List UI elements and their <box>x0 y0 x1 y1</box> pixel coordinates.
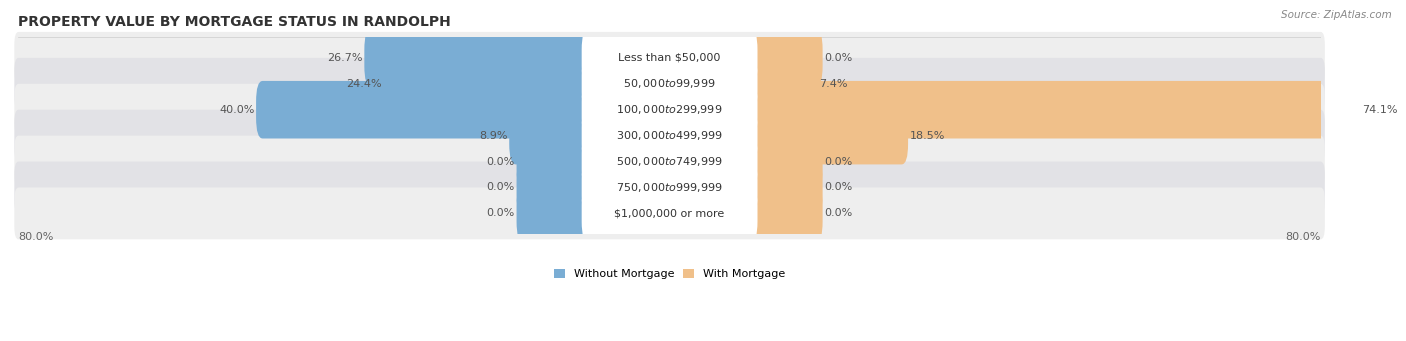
Text: 40.0%: 40.0% <box>219 105 254 115</box>
Text: 24.4%: 24.4% <box>346 79 381 89</box>
FancyBboxPatch shape <box>14 110 1324 162</box>
FancyBboxPatch shape <box>582 29 758 87</box>
Text: 0.0%: 0.0% <box>824 157 852 166</box>
FancyBboxPatch shape <box>364 29 595 87</box>
Text: $750,000 to $999,999: $750,000 to $999,999 <box>616 181 723 194</box>
FancyBboxPatch shape <box>516 133 595 190</box>
FancyBboxPatch shape <box>744 55 818 113</box>
FancyBboxPatch shape <box>14 136 1324 188</box>
Text: 18.5%: 18.5% <box>910 131 945 140</box>
Text: Source: ZipAtlas.com: Source: ZipAtlas.com <box>1281 10 1392 20</box>
Text: 80.0%: 80.0% <box>18 232 53 242</box>
FancyBboxPatch shape <box>582 159 758 216</box>
Text: PROPERTY VALUE BY MORTGAGE STATUS IN RANDOLPH: PROPERTY VALUE BY MORTGAGE STATUS IN RAN… <box>18 15 451 29</box>
FancyBboxPatch shape <box>256 81 595 138</box>
FancyBboxPatch shape <box>14 32 1324 84</box>
FancyBboxPatch shape <box>14 162 1324 213</box>
Text: 0.0%: 0.0% <box>824 208 852 219</box>
FancyBboxPatch shape <box>516 159 595 216</box>
Text: 0.0%: 0.0% <box>486 182 515 193</box>
Text: $50,000 to $99,999: $50,000 to $99,999 <box>623 77 716 90</box>
Text: $1,000,000 or more: $1,000,000 or more <box>614 208 724 219</box>
Text: $500,000 to $749,999: $500,000 to $749,999 <box>616 155 723 168</box>
FancyBboxPatch shape <box>744 81 1361 138</box>
FancyBboxPatch shape <box>744 29 823 87</box>
FancyBboxPatch shape <box>582 55 758 113</box>
FancyBboxPatch shape <box>744 133 823 190</box>
Text: 0.0%: 0.0% <box>824 53 852 63</box>
Text: 0.0%: 0.0% <box>824 182 852 193</box>
Text: 80.0%: 80.0% <box>1285 232 1320 242</box>
Text: 8.9%: 8.9% <box>479 131 508 140</box>
Text: 0.0%: 0.0% <box>486 157 515 166</box>
Legend: Without Mortgage, With Mortgage: Without Mortgage, With Mortgage <box>550 265 790 284</box>
Text: $300,000 to $499,999: $300,000 to $499,999 <box>616 129 723 142</box>
Text: 7.4%: 7.4% <box>820 79 848 89</box>
FancyBboxPatch shape <box>14 188 1324 239</box>
FancyBboxPatch shape <box>516 184 595 242</box>
FancyBboxPatch shape <box>582 81 758 138</box>
FancyBboxPatch shape <box>14 58 1324 110</box>
Text: Less than $50,000: Less than $50,000 <box>619 53 721 63</box>
Text: 26.7%: 26.7% <box>328 53 363 63</box>
FancyBboxPatch shape <box>744 184 823 242</box>
FancyBboxPatch shape <box>582 107 758 164</box>
FancyBboxPatch shape <box>582 184 758 242</box>
FancyBboxPatch shape <box>744 159 823 216</box>
FancyBboxPatch shape <box>382 55 595 113</box>
Text: $100,000 to $299,999: $100,000 to $299,999 <box>616 103 723 116</box>
FancyBboxPatch shape <box>14 84 1324 136</box>
FancyBboxPatch shape <box>582 133 758 190</box>
FancyBboxPatch shape <box>509 107 595 164</box>
Text: 0.0%: 0.0% <box>486 208 515 219</box>
Text: 74.1%: 74.1% <box>1362 105 1398 115</box>
FancyBboxPatch shape <box>744 107 908 164</box>
